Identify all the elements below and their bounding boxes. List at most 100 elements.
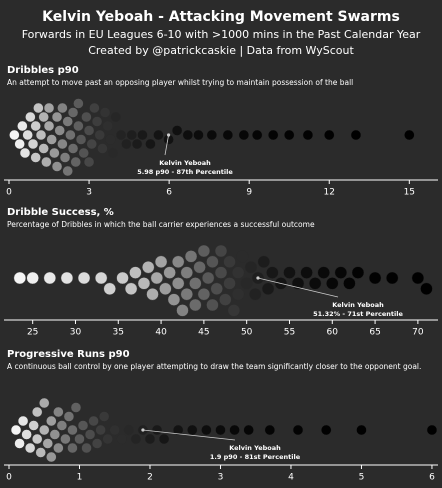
dot [284, 129, 295, 141]
dot [89, 102, 100, 114]
dot [60, 433, 71, 445]
dot [171, 125, 183, 136]
dot [123, 424, 135, 436]
dot [356, 424, 367, 436]
dot [257, 255, 270, 268]
dot [65, 129, 76, 141]
dot [324, 129, 335, 141]
dot [99, 107, 111, 118]
dot [54, 125, 65, 136]
dot [67, 143, 79, 154]
x-tick-label: 0 [6, 473, 12, 483]
dot [116, 271, 129, 285]
x-tick-label: 2 [147, 473, 153, 483]
dot [223, 277, 236, 290]
dot [321, 424, 332, 436]
dot [38, 111, 49, 123]
dot [91, 438, 103, 449]
subtitle: Forwards in EU Leagues 6-10 with >1000 m… [22, 28, 421, 41]
dot [31, 433, 43, 445]
dot [206, 255, 219, 268]
dot [94, 271, 108, 285]
dot [268, 129, 279, 141]
x-tick-label: 30 [70, 328, 82, 338]
dot [411, 271, 425, 285]
dot [300, 266, 313, 279]
dot [326, 277, 339, 290]
dot [150, 271, 164, 285]
dot [420, 282, 433, 295]
dot [22, 129, 33, 141]
dot [351, 266, 365, 279]
dot [240, 277, 253, 290]
dot [317, 266, 330, 279]
dot [105, 134, 116, 145]
x-tick-label: 9 [246, 188, 252, 198]
dot [67, 424, 78, 436]
dot [13, 271, 27, 285]
dot [180, 288, 193, 301]
dot [426, 424, 438, 436]
dot [193, 261, 206, 274]
dot [167, 293, 181, 306]
dot [115, 129, 127, 141]
dot [249, 288, 262, 301]
annotation: 5.98 p90 - 87th Percentile [137, 168, 233, 176]
annotation: Kelvin Yeboah [332, 301, 384, 309]
x-tick-label: 15 [404, 188, 415, 198]
dot [38, 143, 49, 154]
annotation: 1.9 p90 - 81st Percentile [210, 453, 301, 461]
x-tick-label: 5 [359, 473, 365, 483]
dot [28, 420, 39, 431]
credit: Created by @patrickcaskie | Data from Wy… [88, 44, 354, 57]
dot [91, 116, 103, 127]
dot [26, 271, 39, 285]
dot [103, 282, 116, 295]
dot [102, 120, 113, 132]
dot [110, 111, 121, 123]
dot [43, 120, 55, 132]
dot [94, 129, 105, 141]
dot [21, 429, 32, 440]
highlight-point [141, 428, 145, 432]
panel-subtitle: Percentage of Dribbles in which the ball… [7, 220, 315, 229]
dot [46, 415, 57, 427]
dot [154, 255, 168, 268]
dot [30, 152, 41, 163]
dot [62, 165, 73, 177]
dot [215, 424, 226, 436]
dot [86, 138, 97, 150]
x-tick-label: 4 [288, 473, 294, 483]
x-tick-label: 3 [218, 473, 224, 483]
dot [19, 147, 31, 159]
dot [193, 129, 204, 141]
dot [27, 138, 39, 150]
dot [302, 129, 314, 141]
dot [159, 282, 172, 295]
dot [53, 406, 64, 418]
dot [308, 277, 322, 290]
dot [243, 424, 254, 436]
dot [17, 120, 28, 132]
dot [46, 451, 57, 463]
dot [180, 266, 193, 279]
dot [42, 438, 53, 449]
dot [222, 129, 234, 141]
dot [84, 429, 96, 440]
title: Kelvin Yeboah - Attacking Movement Swarm… [42, 9, 400, 25]
dot [266, 266, 279, 279]
annotation-arrow [164, 134, 169, 156]
dot [151, 424, 163, 436]
dot [62, 116, 73, 127]
dot [334, 266, 348, 279]
dot [24, 442, 36, 454]
panel-title: Dribbles p90 [7, 65, 79, 76]
dot [14, 138, 25, 150]
x-tick-label: 50 [241, 328, 253, 338]
dot [197, 288, 211, 301]
dot [78, 147, 89, 159]
dot [137, 277, 151, 290]
x-tick-label: 70 [412, 328, 424, 338]
x-tick-label: 6 [429, 473, 435, 483]
dot [51, 161, 63, 172]
